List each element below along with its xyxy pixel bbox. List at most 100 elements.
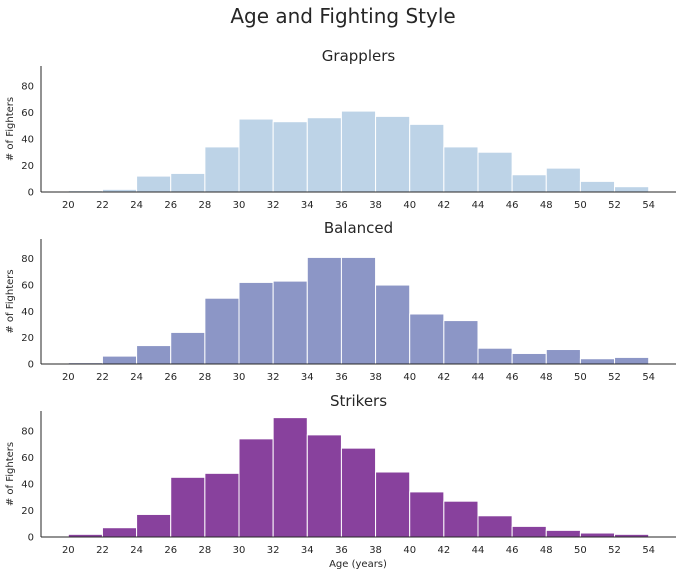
bar bbox=[511, 174, 547, 193]
bar bbox=[101, 527, 138, 538]
bar bbox=[170, 476, 206, 538]
bar bbox=[238, 281, 274, 365]
y-tick-label: 0 bbox=[28, 360, 34, 371]
panel-title-grapplers: Grapplers bbox=[322, 47, 396, 65]
x-tick-label: 40 bbox=[403, 372, 416, 383]
x-tick-label: 22 bbox=[96, 372, 109, 383]
bar bbox=[614, 186, 650, 193]
bar bbox=[204, 146, 240, 193]
panel-grapplers: Grapplers 0 20 40 60 80 20 22 24 26 28 30 32 34 36 38 40… bbox=[5, 47, 676, 211]
x-tick-label: 28 bbox=[199, 372, 212, 383]
x-tick-label: 54 bbox=[642, 545, 655, 556]
x-tick-label: 54 bbox=[642, 200, 655, 211]
x-tick-label: 38 bbox=[369, 200, 382, 211]
x-tick-label: 20 bbox=[62, 200, 75, 211]
x-tick-label: 40 bbox=[403, 545, 416, 556]
bar bbox=[511, 525, 547, 538]
y-tick-label: 20 bbox=[21, 161, 34, 172]
y-tick-label: 60 bbox=[21, 281, 34, 292]
x-tick-label: 38 bbox=[369, 545, 382, 556]
x-tick-label: 26 bbox=[164, 372, 177, 383]
y-tick-label: 0 bbox=[28, 533, 34, 544]
y-tick-label: 80 bbox=[21, 254, 34, 265]
x-tick-label: 52 bbox=[608, 372, 621, 383]
bar bbox=[545, 349, 581, 365]
y-tick-label: 80 bbox=[21, 81, 34, 92]
bar bbox=[579, 180, 616, 193]
y-tick-label: 40 bbox=[21, 134, 34, 145]
panel-balanced: Balanced 0 20 40 60 80 20 22 24 26 28 30 32 34 36 38 40 4… bbox=[5, 219, 676, 383]
x-tick-label: 42 bbox=[437, 372, 450, 383]
y-tick-label: 20 bbox=[21, 333, 34, 344]
bar bbox=[579, 532, 616, 538]
x-tick-label: 26 bbox=[164, 200, 177, 211]
x-tick-label: 52 bbox=[608, 545, 621, 556]
x-tick-label: 28 bbox=[199, 200, 212, 211]
bar bbox=[340, 256, 377, 365]
x-tick-label: 32 bbox=[267, 200, 280, 211]
y-axis-label: # of Fighters bbox=[5, 269, 16, 333]
bar bbox=[204, 472, 240, 538]
x-tick-label: 44 bbox=[472, 200, 485, 211]
bar bbox=[409, 123, 445, 193]
x-tick-label: 50 bbox=[574, 545, 587, 556]
bar bbox=[409, 491, 445, 538]
bar bbox=[511, 352, 547, 365]
bar bbox=[579, 358, 616, 365]
y-tick-label: 20 bbox=[21, 506, 34, 517]
x-tick-label: 46 bbox=[506, 372, 519, 383]
x-tick-label: 32 bbox=[267, 545, 280, 556]
chart-title: Age and Fighting Style bbox=[230, 4, 455, 28]
x-tick-label: 22 bbox=[96, 545, 109, 556]
x-tick-label: 22 bbox=[96, 200, 109, 211]
x-tick-label: 34 bbox=[301, 545, 314, 556]
y-tick-label: 60 bbox=[21, 108, 34, 119]
x-tick-label: 36 bbox=[335, 545, 348, 556]
x-tick-label: 52 bbox=[608, 200, 621, 211]
x-tick-label: 42 bbox=[437, 200, 450, 211]
panel-title-strikers: Strikers bbox=[330, 392, 387, 410]
bar bbox=[306, 117, 342, 193]
x-tick-label: 50 bbox=[574, 372, 587, 383]
bar bbox=[614, 356, 650, 365]
x-tick-label: 44 bbox=[472, 372, 485, 383]
bar bbox=[340, 110, 377, 193]
bar bbox=[477, 151, 513, 193]
bar bbox=[272, 417, 308, 538]
bar bbox=[443, 146, 479, 193]
x-tick-label: 20 bbox=[62, 545, 75, 556]
x-tick-label: 26 bbox=[164, 545, 177, 556]
y-axis-label: # of Fighters bbox=[5, 97, 16, 161]
bar bbox=[204, 297, 240, 365]
bar bbox=[306, 256, 342, 365]
bar bbox=[272, 280, 308, 365]
x-tick-label: 30 bbox=[233, 545, 246, 556]
x-tick-label: 40 bbox=[403, 200, 416, 211]
x-axis-label: Age (years) bbox=[329, 559, 387, 570]
bar bbox=[170, 331, 206, 365]
y-axis-label: # of Fighters bbox=[5, 442, 16, 506]
bar bbox=[170, 172, 206, 193]
bar bbox=[136, 513, 172, 538]
bar bbox=[545, 529, 581, 538]
x-tick-label: 48 bbox=[540, 545, 553, 556]
x-tick-label: 24 bbox=[130, 545, 143, 556]
x-tick-label: 48 bbox=[540, 372, 553, 383]
bar bbox=[238, 438, 274, 538]
x-tick-label: 54 bbox=[642, 372, 655, 383]
x-tick-label: 44 bbox=[472, 545, 485, 556]
bar bbox=[375, 471, 411, 538]
x-tick-label: 30 bbox=[233, 372, 246, 383]
x-tick-label: 30 bbox=[233, 200, 246, 211]
x-tick-label: 24 bbox=[130, 200, 143, 211]
x-tick-label: 20 bbox=[62, 372, 75, 383]
y-tick-label: 40 bbox=[21, 307, 34, 318]
y-tick-label: 80 bbox=[21, 426, 34, 437]
bar bbox=[306, 434, 342, 538]
y-tick-label: 60 bbox=[21, 453, 34, 464]
x-tick-label: 28 bbox=[199, 545, 212, 556]
panel-title-balanced: Balanced bbox=[324, 219, 393, 237]
bar bbox=[409, 313, 445, 365]
bar bbox=[443, 500, 479, 538]
